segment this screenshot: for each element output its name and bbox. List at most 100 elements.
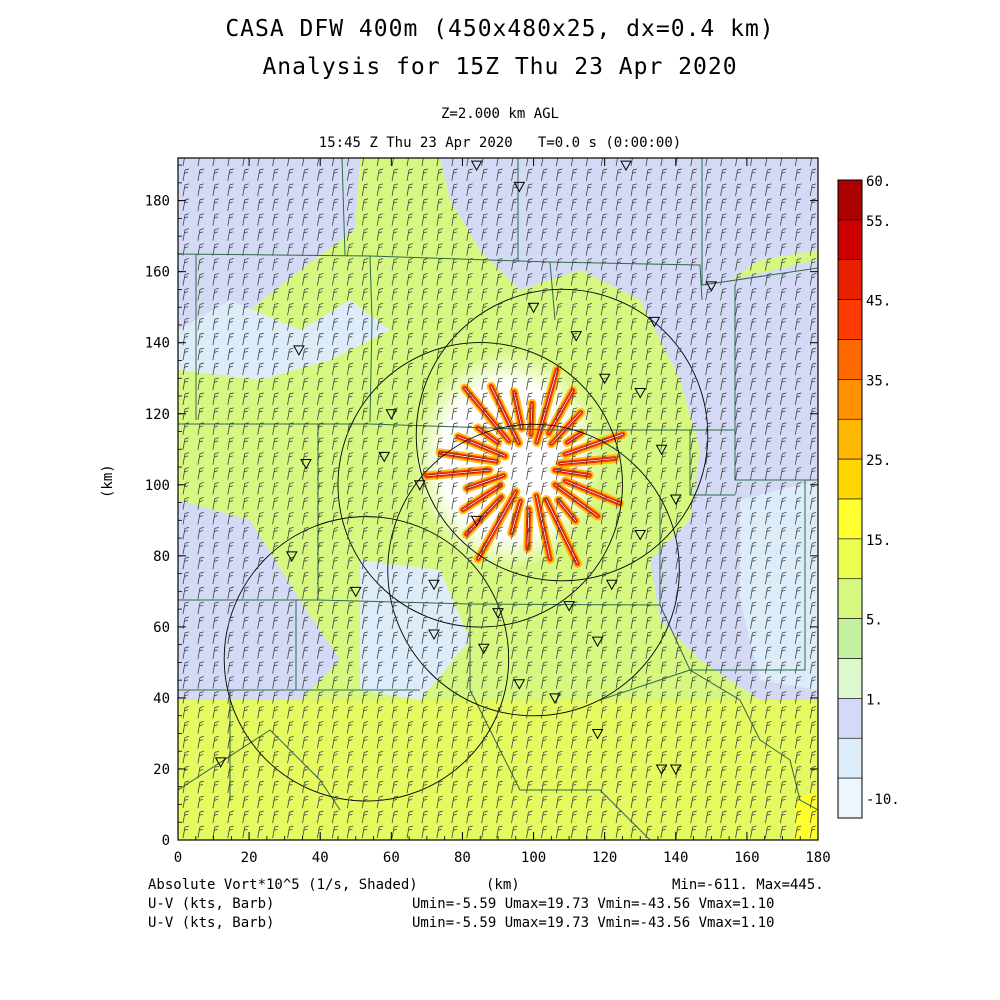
wind-barb (735, 213, 742, 226)
wind-barb (511, 482, 518, 495)
wind-barb (765, 676, 772, 689)
wind-barb (555, 168, 563, 182)
wind-barb (630, 302, 638, 316)
wind-barb (735, 750, 742, 764)
wind-barb (287, 526, 294, 540)
wind-barb (317, 482, 324, 495)
wind-barb (436, 482, 443, 495)
wind-barb (615, 825, 623, 839)
wind-barb (541, 377, 548, 391)
wind-barb (750, 601, 757, 615)
wind-barb (302, 556, 309, 570)
wind-barb (331, 765, 339, 779)
wind-barb (570, 780, 578, 794)
wind-barb (182, 571, 190, 585)
wind-barb (585, 213, 593, 226)
wind-barb (421, 721, 429, 734)
wind-barb (391, 825, 399, 839)
wind-barb (735, 258, 742, 271)
wind-barb (421, 243, 429, 256)
wind-barb (750, 676, 757, 689)
wind-barb (675, 601, 682, 615)
wind-barb (182, 810, 190, 824)
wind-barb (302, 273, 309, 286)
wind-barb (660, 258, 667, 271)
wind-barb (227, 228, 234, 241)
wind-barb (391, 482, 399, 495)
wind-barb (391, 273, 399, 286)
wind-barb (794, 273, 802, 286)
wind-barb (675, 616, 682, 630)
wind-barb (376, 721, 384, 734)
wind-barb (436, 691, 443, 704)
wind-barb (481, 795, 488, 809)
wind-barb (645, 392, 653, 406)
wind-barb (705, 631, 712, 644)
wind-barb (212, 616, 219, 630)
wind-barb (227, 347, 234, 361)
wind-barb (720, 541, 727, 555)
wind-barb (735, 646, 742, 659)
wind-barb (511, 721, 518, 734)
x-tick-label: 80 (454, 850, 471, 866)
wind-barb (361, 288, 369, 301)
wind-barb (466, 258, 473, 271)
wind-barb (541, 541, 548, 555)
wind-barb (451, 168, 458, 182)
wind-barb (600, 362, 608, 376)
wind-barb (511, 452, 518, 465)
wind-barb (272, 556, 279, 570)
wind-barb (436, 780, 443, 794)
wind-barb (570, 706, 578, 719)
wind-barb (421, 317, 429, 331)
wind-barb (615, 765, 623, 779)
wind-barb (630, 422, 638, 435)
wind-barb (600, 258, 608, 271)
wind-barb (436, 497, 443, 510)
x-tick-label: 160 (734, 850, 759, 866)
wind-barb (794, 586, 802, 600)
wind-barb (615, 497, 623, 510)
wind-barb (526, 422, 533, 435)
wind-barb (287, 691, 294, 704)
wind-barb (705, 676, 712, 689)
wind-barb (242, 213, 249, 226)
wind-barb (436, 467, 443, 480)
wind-barb (779, 706, 787, 719)
wind-barb (346, 601, 354, 615)
wind-barb (481, 258, 488, 271)
wind-barb (197, 407, 205, 420)
wind-barb (675, 168, 682, 182)
wind-barb (735, 825, 742, 839)
wind-barb (765, 362, 772, 376)
wind-barb (585, 721, 593, 734)
wind-barb (197, 541, 205, 555)
wind-barb (391, 198, 399, 211)
wind-barb (227, 198, 234, 211)
wind-barb (197, 825, 205, 839)
wind-barb (346, 258, 354, 271)
axes: 0 20 40 60 80 100 120 140 160 1800204060801001201… (145, 158, 831, 866)
wind-barb (436, 243, 443, 256)
wind-barb (197, 302, 205, 316)
wind-barb (630, 288, 638, 301)
wind-barb (257, 437, 264, 450)
wind-barb (376, 661, 384, 674)
wind-barb (212, 213, 219, 226)
wind-barb (287, 302, 294, 316)
wind-barb (809, 407, 817, 420)
wind-barb (735, 273, 742, 286)
wind-barb (197, 392, 205, 406)
wind-barb (615, 631, 623, 644)
wind-barb (779, 721, 787, 734)
wind-barb (391, 661, 399, 674)
wind-barb (779, 183, 787, 196)
wind-barb (526, 228, 533, 241)
wind-barb (779, 691, 787, 704)
colorbar-segment (837, 179, 863, 221)
wind-barb (197, 646, 205, 659)
wind-barb (765, 183, 772, 196)
wind-barb (182, 526, 190, 540)
wind-barb (346, 452, 354, 465)
storm-ray-center (466, 475, 505, 489)
